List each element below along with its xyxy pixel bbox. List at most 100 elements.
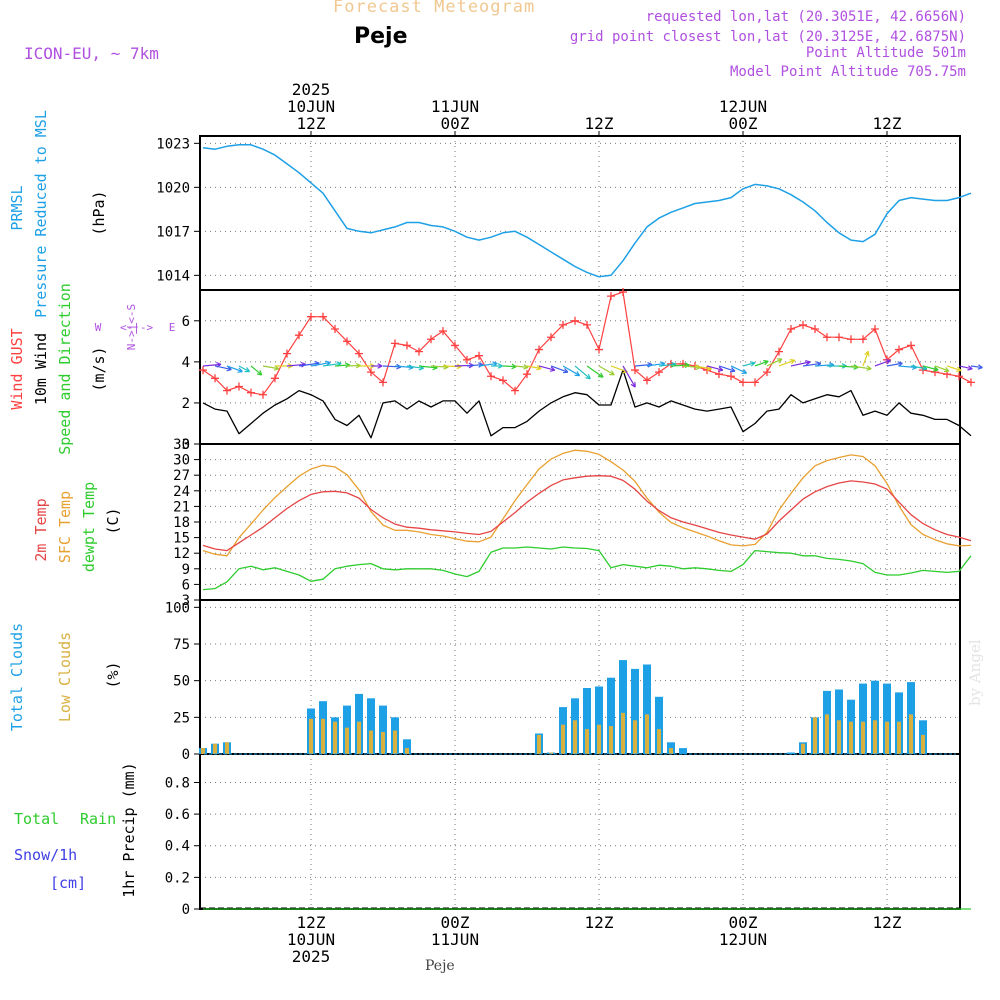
time-label-top: 11JUN	[431, 97, 479, 116]
y-tick-label: 24	[173, 484, 190, 500]
wind-arrow-head	[244, 367, 251, 373]
gust-marker	[655, 368, 663, 377]
wind-arrow	[310, 361, 331, 367]
cloud-bar-low	[369, 730, 373, 754]
gust-marker	[295, 331, 303, 340]
cloud-bar-total	[403, 739, 411, 754]
wind-arrow	[586, 365, 604, 378]
time-label-bottom: 00Z	[441, 913, 470, 932]
wind-arrow-head	[562, 368, 569, 374]
wind-arrow-head	[885, 359, 891, 365]
panel-frame-pressure	[199, 135, 961, 291]
gust-marker	[583, 320, 591, 329]
wind-arrow	[514, 365, 529, 368]
cloud-bar-low	[561, 724, 565, 754]
requested-point: requested lon,lat (20.3051E, 42.6656N)	[645, 9, 966, 25]
gust-marker	[835, 333, 843, 342]
wind-arrow-head	[977, 364, 983, 370]
wind-arrow-head	[256, 370, 263, 376]
gust-marker	[727, 372, 735, 381]
gust-marker	[643, 376, 651, 385]
y-tick-label: 15	[173, 531, 190, 547]
series-line-sfc-temp	[202, 449, 972, 557]
side-label-wind: Speed and Direction	[56, 283, 74, 455]
y-tick-label: 100	[165, 600, 190, 616]
wind-arrow	[526, 365, 542, 370]
wind-arrow	[730, 365, 747, 374]
wind-arrow	[214, 365, 232, 371]
side-label-wind: (m/s)	[90, 346, 108, 391]
wind-arrow	[634, 363, 653, 367]
gust-marker	[619, 288, 627, 297]
wind-arrow-head	[943, 366, 950, 373]
wind-arrow	[394, 365, 414, 369]
wind-arrow	[322, 362, 342, 367]
cloud-bar-low	[657, 729, 661, 754]
wind-arrow	[334, 364, 350, 367]
cloud-bar-total	[859, 683, 867, 754]
wind-arrow-head	[967, 365, 973, 371]
gust-marker	[511, 386, 519, 395]
series-line-2m-temp	[202, 475, 972, 552]
wind-arrow	[898, 365, 917, 369]
y-tick-label: 6	[182, 314, 190, 330]
gust-marker	[499, 376, 507, 385]
gust-marker	[283, 349, 291, 358]
wind-arrow	[910, 365, 927, 370]
gust-marker	[211, 374, 219, 383]
cloud-bar-low	[909, 714, 913, 754]
cloud-bar-low	[597, 724, 601, 754]
y-tick-label: 1023	[156, 136, 190, 152]
gust-marker	[595, 345, 603, 354]
side-label-clouds: Total Clouds	[8, 623, 26, 731]
legend-total: Total	[14, 810, 59, 828]
wind-arrow-head	[536, 365, 542, 371]
gust-marker	[235, 382, 243, 391]
time-label-top: 12Z	[585, 114, 614, 133]
y-tick-label: 0.2	[165, 870, 190, 886]
wind-arrow	[850, 365, 872, 370]
cloud-bar-low	[621, 712, 625, 754]
wind-arrow	[286, 363, 306, 367]
model-name: ICON-EU, ~ 7km	[24, 44, 159, 63]
wind-arrow	[598, 365, 615, 376]
chart-title: Forecast Meteogram	[333, 0, 536, 17]
y-tick-label: 0.6	[165, 807, 190, 823]
wind-arrow-head	[763, 360, 769, 366]
gust-marker	[739, 378, 747, 387]
wind-arrow	[922, 365, 939, 371]
wind-arrow-head	[523, 364, 529, 370]
cloud-bar-low	[573, 720, 577, 754]
y-tick-label: 0.8	[165, 775, 190, 791]
cloud-bar-low	[645, 714, 649, 754]
legend-snow-unit: [cm]	[50, 874, 86, 892]
cloud-bar-low	[333, 721, 337, 754]
wind-arrow-head	[717, 366, 724, 372]
gust-marker	[403, 341, 411, 350]
wind-arrow	[298, 362, 320, 367]
gust-marker	[871, 325, 879, 334]
cloud-bar-total	[367, 698, 375, 754]
gust-marker	[247, 388, 255, 397]
y-tick-label: 12	[173, 546, 190, 562]
wind-arrow	[862, 351, 869, 367]
cloud-bar-low	[201, 748, 205, 754]
cloud-bar-low	[837, 720, 841, 754]
side-label-pressure: PRMSL	[8, 185, 26, 230]
gust-marker	[571, 316, 579, 325]
gust-marker	[223, 386, 231, 395]
gust-marker	[487, 372, 495, 381]
time-label-bottom: 12Z	[585, 913, 614, 932]
wind-arrow	[802, 362, 821, 367]
time-label-bottom: 10JUN	[287, 930, 335, 949]
cloud-bar-low	[633, 720, 637, 754]
cloud-bar-low	[825, 714, 829, 754]
legend-snow: Snow/1h	[14, 846, 77, 864]
wind-arrow	[478, 362, 498, 367]
gust-marker	[847, 335, 855, 344]
gust-marker	[439, 327, 447, 336]
wind-arrow	[250, 365, 263, 376]
compass-ns-arrow: N->|<-S	[125, 304, 138, 350]
y-tick-label: 27	[173, 468, 190, 484]
